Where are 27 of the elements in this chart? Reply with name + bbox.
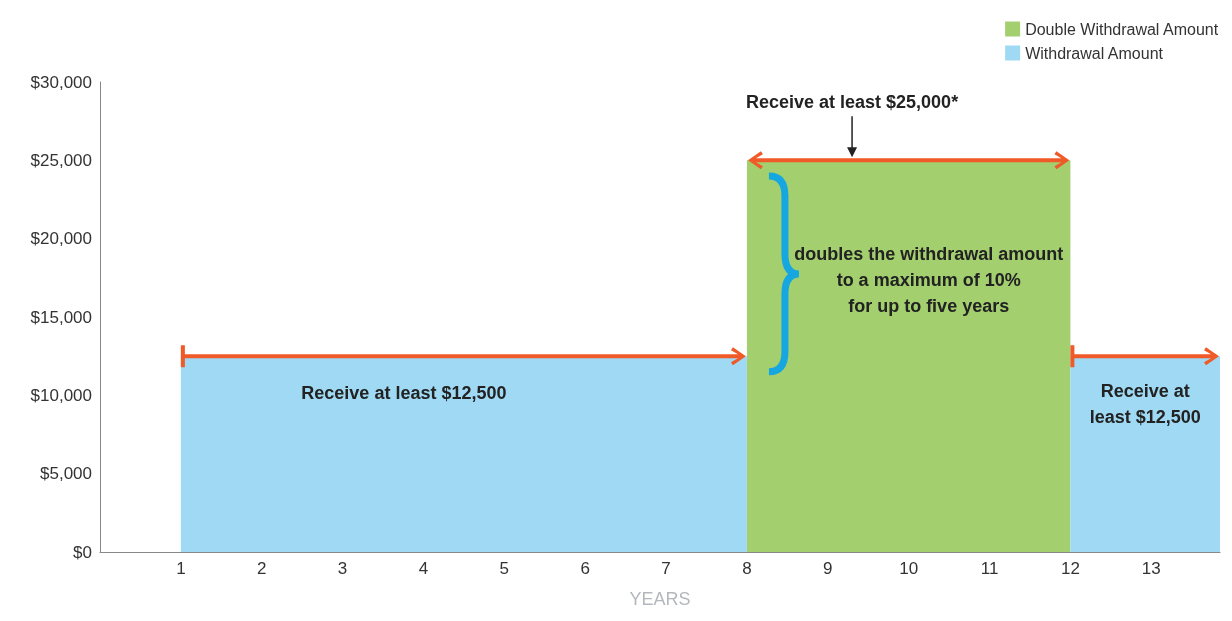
- y-tick-label: $0: [73, 542, 92, 562]
- x-tick-label: 13: [1141, 559, 1161, 578]
- x-tick-label: 9: [823, 559, 833, 578]
- legend-label: Double Withdrawal Amount: [1025, 20, 1219, 38]
- x-tick-label: 6: [580, 559, 590, 578]
- x-tick-label: 3: [337, 559, 348, 578]
- y-tick-label: $25,000: [30, 150, 92, 170]
- y-tick-label: $5,000: [40, 464, 92, 484]
- x-tick-label: 7: [661, 559, 671, 578]
- x-tick-label: 11: [980, 559, 999, 578]
- annotation: Receive at least $12,500: [1089, 381, 1201, 428]
- x-tick-label: 1: [176, 559, 186, 578]
- x-axis-title: YEARS: [629, 589, 691, 609]
- y-tick-label: $15,000: [30, 307, 92, 327]
- x-tick-label: 10: [899, 559, 919, 578]
- x-tick-label: 4: [418, 559, 429, 578]
- y-tick-label: $30,000: [30, 72, 92, 92]
- x-tick-label: 12: [1060, 559, 1080, 578]
- x-tick-label: 5: [499, 559, 510, 578]
- x-tick-label: 8: [742, 559, 752, 578]
- annotation: doubles the withdrawal amount to a maximum of 10% for up to five years: [794, 244, 1064, 317]
- x-tick-label: 2: [257, 559, 267, 578]
- y-tick-label: $10,000: [30, 385, 92, 405]
- annotation: Receive at least $12,500: [301, 383, 507, 404]
- annotation: Receive at least $25,000*: [745, 92, 959, 113]
- legend-label: Withdrawal Amount: [1025, 44, 1164, 62]
- y-tick-label: $20,000: [30, 229, 92, 249]
